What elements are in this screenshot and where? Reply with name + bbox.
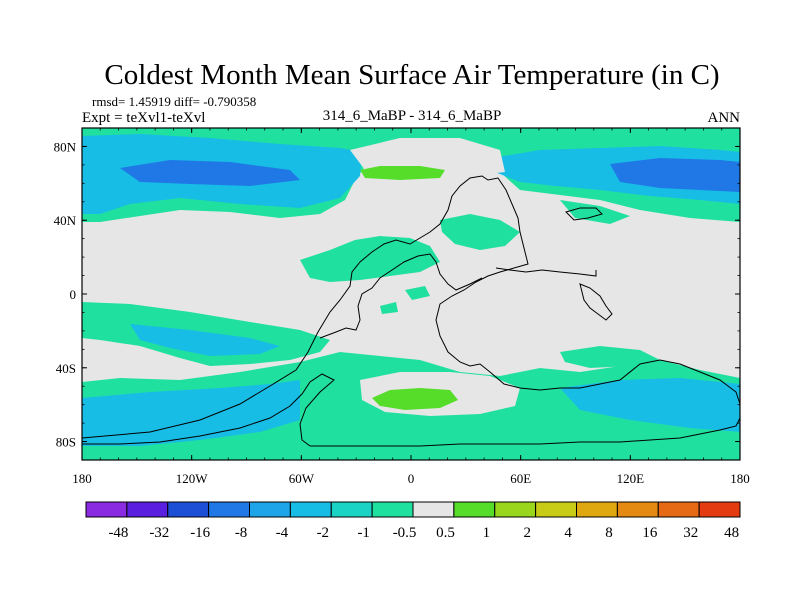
continent-outline-south-west bbox=[82, 373, 335, 447]
colorbar-label: 32 bbox=[683, 525, 698, 541]
colorbar-label: -4 bbox=[276, 525, 289, 541]
colorbar-label: 48 bbox=[724, 525, 739, 541]
colorbar-swatch bbox=[698, 501, 741, 518]
colorbar-swatch bbox=[535, 501, 577, 518]
colorbar-swatch bbox=[167, 501, 210, 518]
field-region-small-patch-a bbox=[405, 286, 430, 300]
season-label: ANN bbox=[708, 110, 741, 126]
x-tick-label: 60W bbox=[289, 471, 315, 486]
field-region-arctic-warm bbox=[360, 166, 445, 180]
y-tick-label: 80S bbox=[56, 435, 76, 450]
colorbar-swatch bbox=[289, 501, 332, 518]
island-outline-se bbox=[579, 283, 613, 321]
colorbar-label: 1 bbox=[483, 525, 491, 541]
colorbar-swatch bbox=[85, 501, 128, 518]
colorbar-swatch bbox=[330, 501, 373, 518]
colorbar-swatch bbox=[249, 501, 291, 518]
field-region-south-cold bbox=[82, 380, 300, 446]
axis-ticks: 180 120W 60W 0 60E 120E 180 80N 40N 0 40S 80S bbox=[54, 127, 750, 486]
peninsula-outline bbox=[495, 267, 597, 277]
x-tick-label: 60E bbox=[510, 471, 531, 486]
x-tick-label: 120E bbox=[617, 471, 645, 486]
case-label: 314_6_MaBP - 314_6_MaBP bbox=[323, 108, 502, 124]
y-tick-label: 40S bbox=[56, 361, 76, 376]
y-tick-label: 80N bbox=[54, 139, 77, 154]
map-field bbox=[82, 128, 740, 460]
colorbar: -48 -32 -16 -8 -4 -2 -1 -0.5 0.5 1 2 4 8 16 32 48 bbox=[85, 501, 741, 541]
field-region-small-patch-b bbox=[380, 302, 398, 314]
colorbar-label: -2 bbox=[317, 525, 330, 541]
field-region-east-patch-b bbox=[560, 200, 630, 224]
colorbar-label: -48 bbox=[108, 525, 128, 541]
colorbar-swatch bbox=[657, 501, 700, 518]
colorbar-swatch bbox=[371, 501, 414, 518]
field-region-north-east-cold bbox=[610, 158, 740, 192]
field-region-south-warm bbox=[372, 388, 458, 410]
colorbar-swatch bbox=[494, 501, 537, 518]
colorbar-label: -1 bbox=[357, 525, 370, 541]
coastline-outlines bbox=[82, 175, 740, 447]
stats-label: rmsd= 1.45919 diff= -0.790358 bbox=[92, 94, 256, 109]
colorbar-label: 0.5 bbox=[436, 525, 455, 541]
chart-title: Coldest Month Mean Surface Air Temperatu… bbox=[104, 59, 719, 91]
x-tick-label: 120W bbox=[176, 471, 209, 486]
y-tick-label: 40N bbox=[54, 213, 77, 228]
colorbar-label: -8 bbox=[235, 525, 248, 541]
field-region-south-cold-east bbox=[560, 378, 740, 432]
field-region-central-patch bbox=[300, 236, 440, 282]
colorbar-label: -0.5 bbox=[393, 525, 417, 541]
colorbar-swatch bbox=[126, 501, 169, 518]
colorbar-label: -16 bbox=[190, 525, 210, 541]
x-tick-label: 180 bbox=[730, 471, 750, 486]
colorbar-swatch bbox=[208, 501, 250, 518]
continent-outline-inner bbox=[319, 253, 483, 339]
colorbar-label: 4 bbox=[564, 525, 572, 541]
colorbar-label: 16 bbox=[642, 525, 658, 541]
field-region-north-cold bbox=[120, 160, 300, 186]
field-region-south-east-blob bbox=[560, 346, 660, 368]
field-region-south-plume-inner bbox=[130, 324, 280, 356]
y-tick-label: 0 bbox=[70, 287, 77, 302]
colorbar-swatch bbox=[412, 501, 455, 518]
colorbar-swatch bbox=[453, 501, 496, 518]
colorbar-swatch bbox=[576, 501, 618, 518]
colorbar-label: 8 bbox=[605, 525, 613, 541]
colorbar-swatch bbox=[616, 501, 659, 518]
island-outline-east bbox=[565, 207, 603, 221]
colorbar-label: -32 bbox=[149, 525, 169, 541]
colorbar-label: 2 bbox=[523, 525, 531, 541]
x-tick-label: 0 bbox=[408, 471, 415, 486]
continent-outline-west bbox=[82, 175, 740, 439]
field-region-east-patch bbox=[440, 214, 520, 250]
x-tick-label: 180 bbox=[72, 471, 92, 486]
continent-outline-south-east bbox=[310, 417, 740, 447]
experiment-label: Expt = teXvl1-teXvl bbox=[82, 110, 205, 126]
